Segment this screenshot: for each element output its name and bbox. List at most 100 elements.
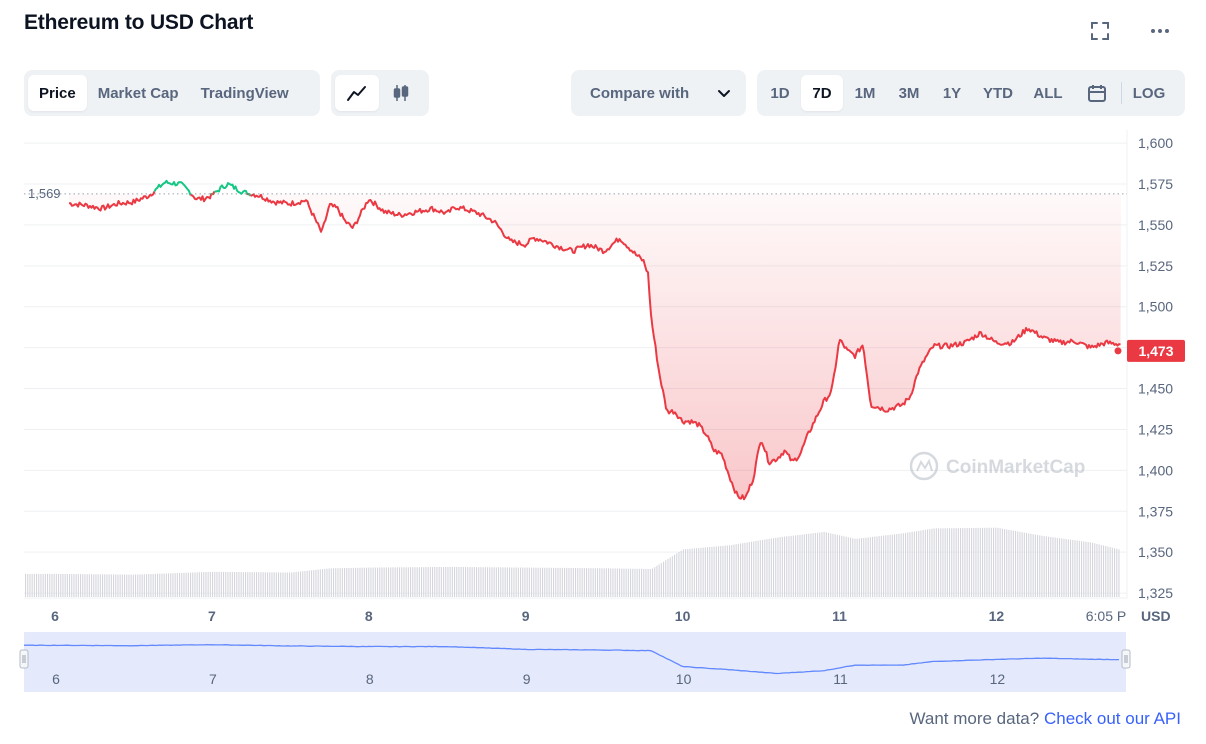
volume-bar: [568, 567, 570, 597]
volume-bar: [704, 547, 706, 597]
navigator-right-handle[interactable]: [1121, 649, 1131, 669]
volume-bar: [865, 537, 867, 597]
navigator-tick-label: 12: [990, 671, 1006, 687]
volume-bar: [1052, 537, 1054, 597]
volume-bar: [843, 536, 845, 597]
volume-bar: [154, 573, 156, 597]
volume-bar: [319, 569, 321, 597]
volume-bar: [157, 573, 159, 597]
volume-bar: [687, 548, 689, 597]
volume-bar: [1076, 540, 1078, 597]
volume-bar: [588, 568, 590, 597]
volume-bar: [326, 568, 328, 597]
fullscreen-icon[interactable]: [1087, 18, 1113, 44]
range-1m[interactable]: 1M: [854, 84, 876, 102]
volume-bar: [916, 531, 918, 597]
volume-bar: [744, 542, 746, 597]
volume-bar: [1050, 537, 1052, 597]
volume-bar: [440, 566, 442, 597]
y-tick-label: 1,600: [1138, 135, 1173, 151]
volume-bar: [709, 547, 711, 597]
volume-bar: [643, 568, 645, 597]
api-link[interactable]: Check out our API: [1043, 709, 1181, 728]
volume-bar: [856, 538, 858, 597]
volume-bar: [304, 570, 306, 597]
range-1y[interactable]: 1Y: [942, 84, 962, 102]
volume-bar: [632, 568, 634, 597]
volume-bar: [467, 567, 469, 597]
volume-bar: [770, 538, 772, 597]
volume-bar: [548, 567, 550, 597]
volume-bar: [986, 527, 988, 597]
volume-bar: [396, 567, 398, 597]
volume-bar: [995, 527, 997, 597]
volume-bar: [42, 573, 44, 597]
volume-bar: [766, 539, 768, 597]
volume-bar: [1017, 531, 1019, 597]
volume-bar: [1067, 539, 1069, 597]
volume-bar: [834, 534, 836, 597]
volume-bar: [363, 567, 365, 597]
volume-bar: [339, 568, 341, 597]
tab-tradingview[interactable]: TradingView: [200, 84, 289, 102]
volume-bar: [658, 564, 660, 597]
volume-bar: [566, 567, 568, 597]
volume-bar: [674, 554, 676, 597]
volume-bar: [77, 574, 79, 597]
calendar-button[interactable]: [1073, 75, 1121, 111]
volume-bar: [106, 574, 108, 597]
volume-bar: [352, 567, 354, 597]
volume-bar: [159, 573, 161, 597]
volume-bar: [962, 528, 964, 597]
volume-bar: [821, 532, 823, 597]
volume-bar: [647, 568, 649, 597]
volume-bar: [179, 572, 181, 597]
watermark-mark: [916, 458, 933, 472]
volume-bar: [168, 573, 170, 597]
volume-bar: [150, 573, 152, 597]
range-all[interactable]: ALL: [1033, 84, 1063, 102]
volume-bar: [999, 528, 1001, 597]
y-tick-label: 1,475: [1138, 340, 1173, 356]
volume-bar: [350, 567, 352, 597]
volume-bar: [249, 572, 251, 597]
volume-bar: [484, 567, 486, 597]
volume-bar: [898, 533, 900, 597]
range-7d[interactable]: 7D: [801, 75, 843, 111]
volume-bar: [229, 571, 231, 597]
line-chart-button[interactable]: [335, 75, 379, 111]
candlestick-button[interactable]: [379, 75, 423, 111]
tab-price[interactable]: Price: [28, 75, 87, 111]
volume-bar: [885, 535, 887, 597]
volume-bar: [436, 566, 438, 597]
tab-market-cap[interactable]: Market Cap: [97, 84, 179, 102]
y-tick-label: 1,525: [1138, 258, 1173, 274]
volume-bar: [124, 574, 126, 597]
volume-bar: [40, 573, 42, 597]
volume-bar: [1043, 536, 1045, 597]
navigator-left-handle[interactable]: [19, 649, 29, 669]
y-tick-label: 1,400: [1138, 462, 1173, 478]
volume-bar: [671, 556, 673, 597]
more-icon[interactable]: [1147, 18, 1173, 44]
range-3m[interactable]: 3M: [898, 84, 920, 102]
volume-bar: [405, 567, 407, 597]
volume-bar: [256, 572, 258, 597]
range-1d[interactable]: 1D: [770, 84, 790, 102]
volume-bar: [691, 548, 693, 597]
volume-bar: [115, 574, 117, 597]
volume-bar: [308, 570, 310, 597]
volume-bar: [733, 544, 735, 597]
range-ytd[interactable]: YTD: [983, 84, 1013, 102]
view-tabs: Price Market Cap TradingView: [24, 70, 320, 116]
volume-bar: [194, 572, 196, 597]
volume-bar: [313, 570, 315, 597]
volume-bar: [533, 567, 535, 597]
compare-with-dropdown[interactable]: Compare with: [571, 70, 746, 116]
volume-bar: [315, 569, 317, 597]
volume-bar: [71, 574, 73, 597]
volume-bar: [711, 546, 713, 597]
navigator-background: [24, 632, 1126, 692]
log-toggle[interactable]: LOG: [1132, 84, 1166, 102]
volume-bar: [726, 545, 728, 597]
